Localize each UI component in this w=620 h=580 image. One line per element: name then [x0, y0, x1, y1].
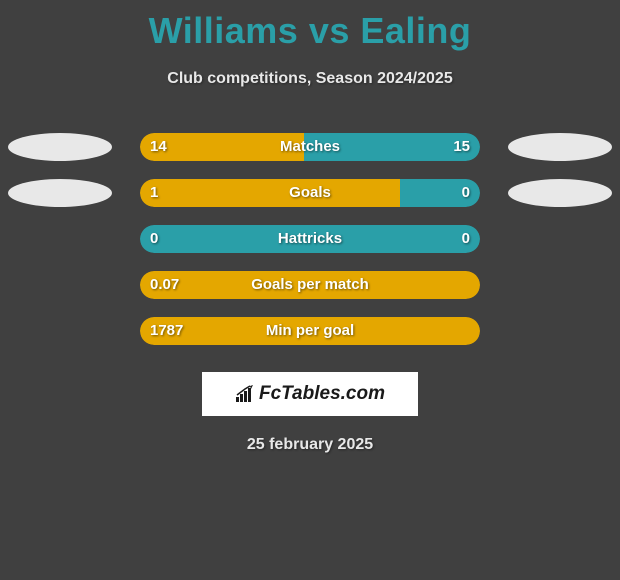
- logo: FcTables.com: [235, 383, 385, 405]
- player-ellipse-right: [508, 133, 612, 161]
- date-text: 25 february 2025: [0, 436, 620, 454]
- stat-row: 0Hattricks0: [0, 220, 620, 266]
- chart-icon: [235, 385, 255, 403]
- player-ellipse-right: [508, 179, 612, 207]
- stat-row: 1787Min per goal: [0, 312, 620, 358]
- player-ellipse-left: [8, 179, 112, 207]
- stat-value-right: 0: [140, 225, 470, 253]
- logo-text: FcTables.com: [259, 383, 385, 405]
- stat-row: 1Goals0: [0, 174, 620, 220]
- subtitle: Club competitions, Season 2024/2025: [0, 70, 620, 88]
- stat-label: Goals per match: [140, 271, 480, 299]
- stat-label: Min per goal: [140, 317, 480, 345]
- page-title: Williams vs Ealing: [0, 0, 620, 52]
- stat-value-right: 15: [140, 133, 470, 161]
- stats-area: 14Matches151Goals00Hattricks00.07Goals p…: [0, 128, 620, 358]
- stat-row: 0.07Goals per match: [0, 266, 620, 312]
- stat-row: 14Matches15: [0, 128, 620, 174]
- logo-box: FcTables.com: [202, 372, 418, 416]
- stat-value-right: 0: [140, 179, 470, 207]
- player-ellipse-left: [8, 133, 112, 161]
